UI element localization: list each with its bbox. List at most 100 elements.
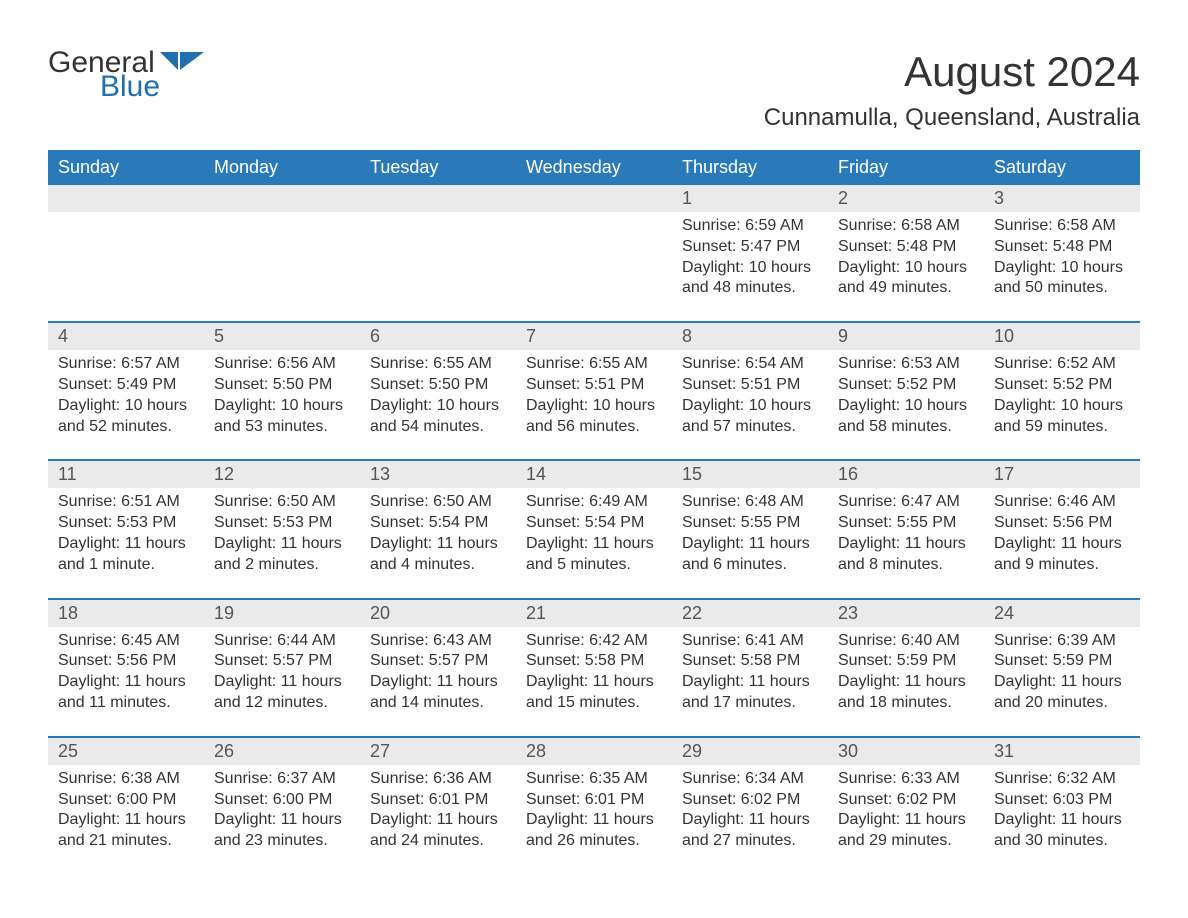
day-cell [48, 212, 204, 317]
daylight-text: Daylight: 11 hours and 12 minutes. [214, 672, 350, 714]
sunset-text: Sunset: 5:53 PM [214, 513, 350, 534]
week-row: 25262728293031Sunrise: 6:38 AMSunset: 6:… [48, 736, 1140, 870]
day-cell: Sunrise: 6:52 AMSunset: 5:52 PMDaylight:… [984, 350, 1140, 455]
day-cell: Sunrise: 6:57 AMSunset: 5:49 PMDaylight:… [48, 350, 204, 455]
daylight-text: Daylight: 11 hours and 1 minute. [58, 534, 194, 576]
daylight-text: Daylight: 10 hours and 58 minutes. [838, 396, 974, 438]
dayheader-sun: Sunday [48, 150, 204, 185]
sunrise-text: Sunrise: 6:57 AM [58, 354, 194, 375]
sunset-text: Sunset: 5:52 PM [838, 375, 974, 396]
day-number: 31 [984, 738, 1140, 765]
daylight-text: Daylight: 10 hours and 59 minutes. [994, 396, 1130, 438]
sunrise-text: Sunrise: 6:56 AM [214, 354, 350, 375]
logo: General Blue [48, 48, 204, 102]
day-cell [204, 212, 360, 317]
week-row: 11121314151617Sunrise: 6:51 AMSunset: 5:… [48, 459, 1140, 593]
day-number: 15 [672, 461, 828, 488]
day-number: 16 [828, 461, 984, 488]
daylight-text: Daylight: 11 hours and 23 minutes. [214, 810, 350, 852]
day-cell: Sunrise: 6:49 AMSunset: 5:54 PMDaylight:… [516, 488, 672, 593]
dayheader-sat: Saturday [984, 150, 1140, 185]
day-cell: Sunrise: 6:54 AMSunset: 5:51 PMDaylight:… [672, 350, 828, 455]
daylight-text: Daylight: 11 hours and 18 minutes. [838, 672, 974, 714]
day-number [516, 185, 672, 212]
sunset-text: Sunset: 5:50 PM [214, 375, 350, 396]
daylight-text: Daylight: 11 hours and 21 minutes. [58, 810, 194, 852]
day-cell: Sunrise: 6:39 AMSunset: 5:59 PMDaylight:… [984, 627, 1140, 732]
sunset-text: Sunset: 5:57 PM [214, 651, 350, 672]
daylight-text: Daylight: 11 hours and 26 minutes. [526, 810, 662, 852]
day-cell: Sunrise: 6:50 AMSunset: 5:53 PMDaylight:… [204, 488, 360, 593]
sunrise-text: Sunrise: 6:58 AM [838, 216, 974, 237]
daylight-text: Daylight: 11 hours and 9 minutes. [994, 534, 1130, 576]
week-row: 45678910Sunrise: 6:57 AMSunset: 5:49 PMD… [48, 321, 1140, 455]
sunset-text: Sunset: 6:01 PM [370, 790, 506, 811]
sunrise-text: Sunrise: 6:58 AM [994, 216, 1130, 237]
dayheader-fri: Friday [828, 150, 984, 185]
sunset-text: Sunset: 5:59 PM [994, 651, 1130, 672]
sunset-text: Sunset: 5:57 PM [370, 651, 506, 672]
sunrise-text: Sunrise: 6:40 AM [838, 631, 974, 652]
day-number: 3 [984, 185, 1140, 212]
sunset-text: Sunset: 5:54 PM [526, 513, 662, 534]
sunset-text: Sunset: 5:51 PM [526, 375, 662, 396]
location: Cunnamulla, Queensland, Australia [764, 104, 1140, 132]
day-cell: Sunrise: 6:41 AMSunset: 5:58 PMDaylight:… [672, 627, 828, 732]
day-number: 26 [204, 738, 360, 765]
sunrise-text: Sunrise: 6:54 AM [682, 354, 818, 375]
daylight-text: Daylight: 11 hours and 6 minutes. [682, 534, 818, 576]
daynum-row: 45678910 [48, 323, 1140, 350]
logo-blue: Blue [100, 72, 160, 102]
day-cell: Sunrise: 6:35 AMSunset: 6:01 PMDaylight:… [516, 765, 672, 870]
day-number: 24 [984, 600, 1140, 627]
sunrise-text: Sunrise: 6:50 AM [214, 492, 350, 513]
day-number: 30 [828, 738, 984, 765]
sunset-text: Sunset: 6:02 PM [838, 790, 974, 811]
sunrise-text: Sunrise: 6:47 AM [838, 492, 974, 513]
day-cell: Sunrise: 6:36 AMSunset: 6:01 PMDaylight:… [360, 765, 516, 870]
sunset-text: Sunset: 5:58 PM [682, 651, 818, 672]
dayheader-tue: Tuesday [360, 150, 516, 185]
sunrise-text: Sunrise: 6:48 AM [682, 492, 818, 513]
sunrise-text: Sunrise: 6:44 AM [214, 631, 350, 652]
day-cell: Sunrise: 6:44 AMSunset: 5:57 PMDaylight:… [204, 627, 360, 732]
day-cell: Sunrise: 6:32 AMSunset: 6:03 PMDaylight:… [984, 765, 1140, 870]
month-title: August 2024 [764, 48, 1140, 96]
week-row: 18192021222324Sunrise: 6:45 AMSunset: 5:… [48, 598, 1140, 732]
day-number [360, 185, 516, 212]
sunrise-text: Sunrise: 6:35 AM [526, 769, 662, 790]
day-cell: Sunrise: 6:42 AMSunset: 5:58 PMDaylight:… [516, 627, 672, 732]
day-cell: Sunrise: 6:56 AMSunset: 5:50 PMDaylight:… [204, 350, 360, 455]
day-number: 17 [984, 461, 1140, 488]
daylight-text: Daylight: 11 hours and 8 minutes. [838, 534, 974, 576]
sunset-text: Sunset: 5:56 PM [994, 513, 1130, 534]
logo-text: General Blue [48, 48, 160, 102]
daylight-text: Daylight: 10 hours and 54 minutes. [370, 396, 506, 438]
sunrise-text: Sunrise: 6:53 AM [838, 354, 974, 375]
daylight-text: Daylight: 11 hours and 24 minutes. [370, 810, 506, 852]
dayheader-mon: Monday [204, 150, 360, 185]
day-cell [516, 212, 672, 317]
sunset-text: Sunset: 5:51 PM [682, 375, 818, 396]
sunrise-text: Sunrise: 6:36 AM [370, 769, 506, 790]
day-cell: Sunrise: 6:59 AMSunset: 5:47 PMDaylight:… [672, 212, 828, 317]
sunrise-text: Sunrise: 6:39 AM [994, 631, 1130, 652]
sunset-text: Sunset: 5:49 PM [58, 375, 194, 396]
day-number [204, 185, 360, 212]
daylight-text: Daylight: 10 hours and 48 minutes. [682, 258, 818, 300]
day-number: 13 [360, 461, 516, 488]
sunset-text: Sunset: 6:03 PM [994, 790, 1130, 811]
sunrise-text: Sunrise: 6:37 AM [214, 769, 350, 790]
day-number: 25 [48, 738, 204, 765]
day-cell: Sunrise: 6:47 AMSunset: 5:55 PMDaylight:… [828, 488, 984, 593]
daylight-text: Daylight: 10 hours and 50 minutes. [994, 258, 1130, 300]
sunrise-text: Sunrise: 6:49 AM [526, 492, 662, 513]
day-number: 1 [672, 185, 828, 212]
sunset-text: Sunset: 6:00 PM [58, 790, 194, 811]
day-cell [360, 212, 516, 317]
daylight-text: Daylight: 11 hours and 27 minutes. [682, 810, 818, 852]
sunset-text: Sunset: 6:02 PM [682, 790, 818, 811]
day-cell: Sunrise: 6:40 AMSunset: 5:59 PMDaylight:… [828, 627, 984, 732]
sunrise-text: Sunrise: 6:38 AM [58, 769, 194, 790]
week-row: 123Sunrise: 6:59 AMSunset: 5:47 PMDaylig… [48, 185, 1140, 317]
